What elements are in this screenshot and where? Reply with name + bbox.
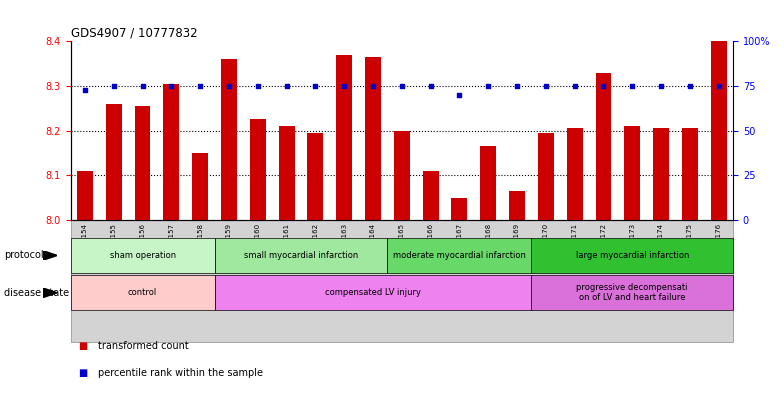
Bar [394, 131, 410, 220]
Text: protocol: protocol [4, 250, 44, 261]
Text: large myocardial infarction: large myocardial infarction [575, 251, 689, 260]
Text: transformed count: transformed count [98, 341, 189, 351]
Bar [682, 129, 698, 220]
Point [252, 83, 264, 89]
Point [136, 83, 149, 89]
Bar [365, 57, 381, 220]
Point [395, 83, 408, 89]
Point [309, 83, 321, 89]
Bar [163, 84, 180, 220]
Bar [77, 171, 93, 220]
Bar [250, 119, 266, 220]
Bar [307, 133, 323, 220]
Text: sham operation: sham operation [110, 251, 176, 260]
Polygon shape [43, 288, 57, 298]
Bar [596, 73, 612, 220]
Bar [567, 129, 583, 220]
Point [453, 92, 466, 98]
Point [367, 83, 379, 89]
Text: GDS4907 / 10777832: GDS4907 / 10777832 [71, 26, 198, 39]
Text: moderate myocardial infarction: moderate myocardial infarction [393, 251, 526, 260]
Point [539, 83, 552, 89]
Bar [711, 41, 727, 220]
Point [424, 83, 437, 89]
Point [510, 83, 523, 89]
Polygon shape [43, 251, 57, 260]
Text: disease state: disease state [4, 288, 69, 298]
Point [655, 83, 667, 89]
Point [626, 83, 638, 89]
Bar [481, 146, 496, 220]
Bar [452, 198, 467, 220]
Bar [624, 126, 641, 220]
Bar [423, 171, 438, 220]
Point [482, 83, 495, 89]
Bar [509, 191, 525, 220]
Point [194, 83, 206, 89]
Bar [278, 126, 295, 220]
Point [597, 83, 610, 89]
Text: ■: ■ [78, 341, 88, 351]
Text: progressive decompensati
on of LV and heart failure: progressive decompensati on of LV and he… [576, 283, 688, 303]
Point [78, 86, 91, 93]
Point [568, 83, 581, 89]
Point [684, 83, 696, 89]
Point [713, 83, 725, 89]
Point [281, 83, 293, 89]
Bar [653, 129, 669, 220]
Point [223, 83, 235, 89]
Text: compensated LV injury: compensated LV injury [325, 288, 421, 297]
Bar [135, 106, 151, 220]
Bar [336, 55, 352, 220]
Bar [106, 104, 122, 220]
Point [107, 83, 120, 89]
Text: small myocardial infarction: small myocardial infarction [244, 251, 358, 260]
Point [338, 83, 350, 89]
Text: ■: ■ [78, 368, 88, 378]
Text: control: control [128, 288, 158, 297]
Bar [192, 153, 208, 220]
Text: percentile rank within the sample: percentile rank within the sample [98, 368, 263, 378]
Bar [538, 133, 554, 220]
Bar [221, 59, 237, 220]
Point [165, 83, 178, 89]
